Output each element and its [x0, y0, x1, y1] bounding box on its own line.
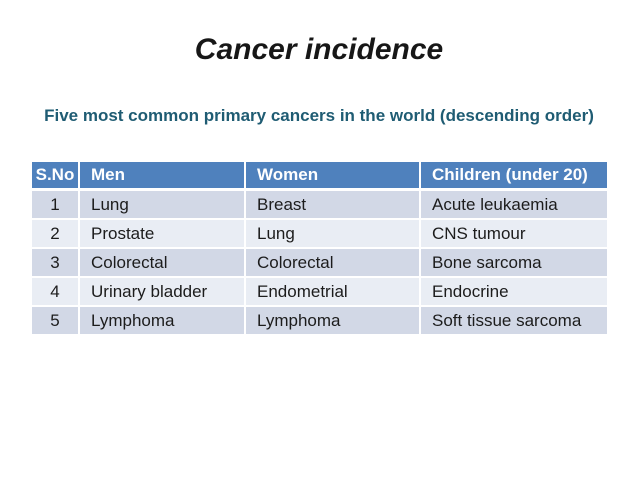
table-row: 2 Prostate Lung CNS tumour [30, 218, 609, 249]
table-cell-women: Endometrial [244, 276, 421, 307]
table-cell-children: Soft tissue sarcoma [419, 305, 609, 336]
page-title: Cancer incidence [194, 33, 444, 66]
table-cell-sno: 2 [30, 218, 80, 249]
table-cell-men: Urinary bladder [78, 276, 246, 307]
table-cell-children: Endocrine [419, 276, 609, 307]
table-row: 3 Colorectal Colorectal Bone sarcoma [30, 247, 609, 278]
table-cell-sno: 4 [30, 276, 80, 307]
table-cell-women: Breast [244, 188, 421, 220]
table-cell-men: Prostate [78, 218, 246, 249]
table-row: 4 Urinary bladder Endometrial Endocrine [30, 276, 609, 307]
table-cell-children: CNS tumour [419, 218, 609, 249]
column-header-children: Children (under 20) [419, 160, 609, 191]
table-subtitle: Five most common primary cancers in the … [44, 106, 594, 125]
table-cell-children: Acute leukaemia [419, 188, 609, 220]
column-header-men: Men [78, 160, 246, 191]
table-cell-sno: 5 [30, 305, 80, 336]
column-header-sno: S.No [30, 160, 80, 191]
table-cell-men: Lung [78, 188, 246, 220]
cancer-incidence-table: S.No Men Women Children (under 20) 1 Lun… [30, 160, 609, 336]
table-header-row: S.No Men Women Children (under 20) [30, 160, 609, 191]
table-row: 1 Lung Breast Acute leukaemia [30, 188, 609, 220]
table-cell-men: Lymphoma [78, 305, 246, 336]
table-cell-men: Colorectal [78, 247, 246, 278]
table-cell-sno: 1 [30, 188, 80, 220]
table-cell-women: Lymphoma [244, 305, 421, 336]
table-cell-women: Colorectal [244, 247, 421, 278]
table-row: 5 Lymphoma Lymphoma Soft tissue sarcoma [30, 305, 609, 336]
column-header-women: Women [244, 160, 421, 191]
table-cell-women: Lung [244, 218, 421, 249]
table-cell-children: Bone sarcoma [419, 247, 609, 278]
table-cell-sno: 3 [30, 247, 80, 278]
